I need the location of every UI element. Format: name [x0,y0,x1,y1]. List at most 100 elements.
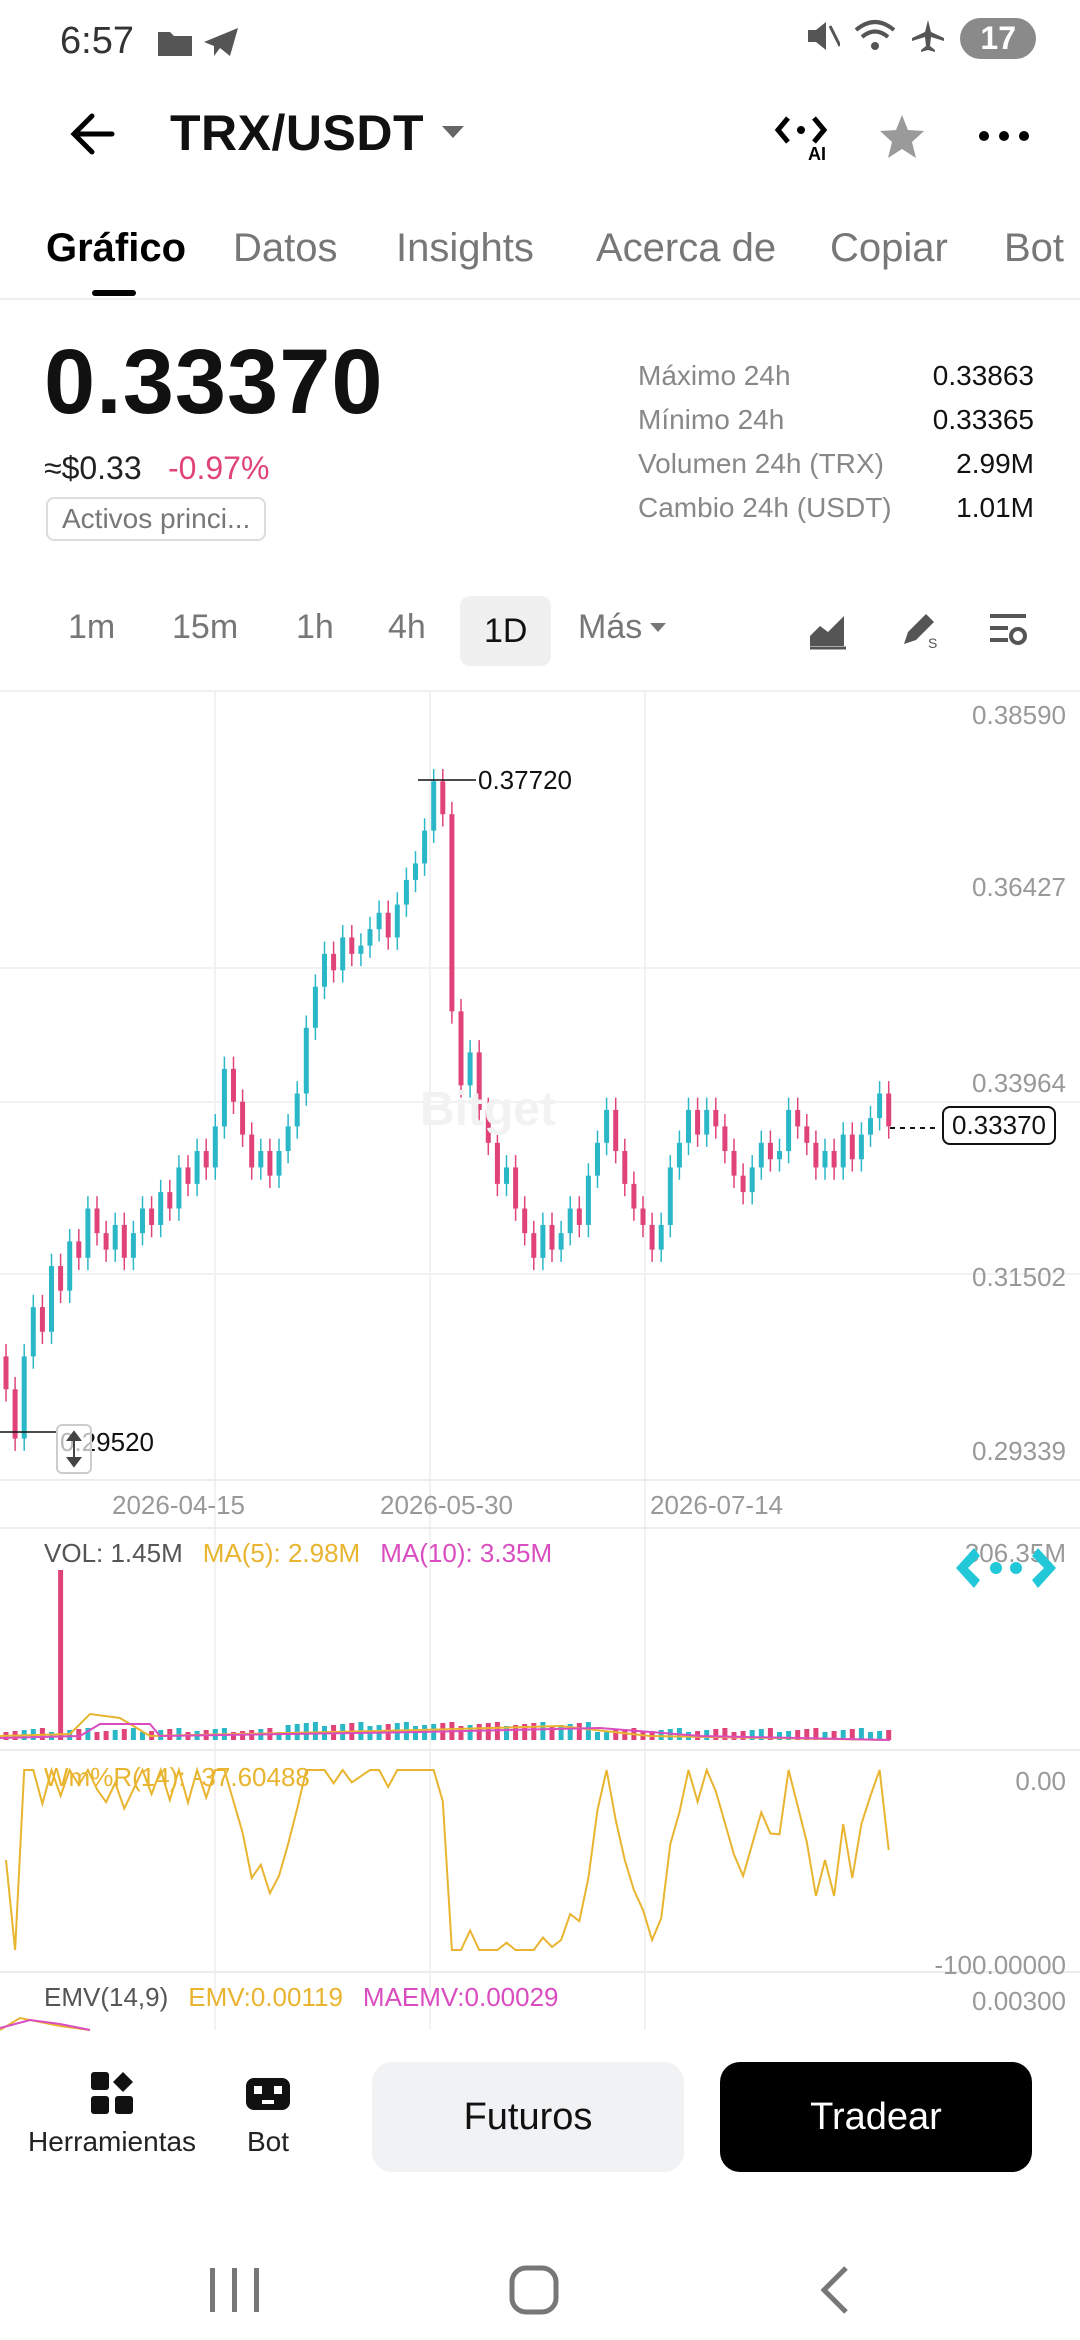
volume-bar [176,1728,182,1740]
candle [194,1151,200,1184]
futures-button[interactable]: Futuros [372,2062,684,2172]
candle [494,1142,500,1184]
more-button[interactable] [974,110,1034,162]
mute-icon [804,18,842,59]
interval-4h[interactable]: 4h [388,608,426,646]
chart-type-button[interactable] [808,610,848,655]
candle [267,1151,273,1176]
candle [522,1208,528,1234]
volume-label: VOL: 1.45M [44,1538,183,1568]
pair-selector[interactable]: TRX/USDT [170,104,464,162]
wmr-top-label: 0.00 [1015,1766,1066,1796]
favorite-button[interactable] [872,110,932,162]
chart-expand-button[interactable] [950,1540,1062,1601]
interval-1m[interactable]: 1m [68,608,116,646]
volume-bar [103,1731,109,1740]
volume-bar [704,1730,710,1740]
candle [422,830,428,864]
volume-bar [858,1728,864,1740]
ma10-label: MA(10): 3.35M [380,1538,553,1568]
pair-title: TRX/USDT [170,105,424,161]
volume-bar [276,1732,282,1740]
candle [12,1389,18,1439]
y-tick-label: 0.36427 [972,872,1066,902]
resize-handle[interactable] [56,1424,92,1474]
volume-bar [740,1731,746,1740]
chart-area[interactable]: 0.38590 0.36427 0.33964 0.31502 0.29339 … [0,690,1080,2040]
tab-copiar[interactable]: Copiar [830,226,948,270]
interval-15m[interactable]: 15m [172,608,239,646]
stat-row: Mínimo 24h 0.33365 [638,398,1034,442]
settings-sliders-icon [990,614,1027,645]
volume-bar [831,1731,837,1740]
telegram-icon [202,26,240,63]
volume-bar [303,1723,309,1740]
candle [795,1109,801,1127]
candle [595,1142,600,1176]
volume-bar [130,1728,136,1740]
tab-insights[interactable]: Insights [396,226,534,270]
back-button[interactable] [64,104,124,164]
candle [231,1068,236,1102]
chart-settings-button[interactable] [988,610,1028,655]
home-icon[interactable] [509,2265,559,2315]
tab-grafico[interactable]: Gráfico [46,226,187,270]
candle [531,1233,537,1258]
back-nav-icon[interactable] [820,2266,848,2314]
pencil-icon: S [904,614,937,651]
volume-bar [76,1729,82,1740]
candle [367,929,373,946]
volume-bar [531,1723,537,1740]
candle [331,953,337,971]
candle [567,1208,573,1234]
candle [667,1167,673,1225]
candle [731,1151,737,1176]
interval-bar: 1m 15m 1h 4h 1D Más S [0,596,1080,666]
candle [740,1175,746,1193]
candle [176,1167,182,1209]
volume-bar [312,1722,318,1740]
volume-bar [595,1732,600,1740]
wifi-icon [854,18,896,59]
candle [85,1208,91,1258]
bot-button[interactable]: Bot [244,2070,292,2158]
candle [440,781,446,815]
wmr-line [5,1766,890,1951]
ma10-line [0,1723,891,1741]
draw-tools-button[interactable]: S [898,608,940,655]
tab-bot[interactable]: Bot [1004,226,1065,270]
active-tab-indicator [92,290,136,296]
candle [376,912,382,930]
volume-bar [622,1729,628,1740]
recent-apps-icon[interactable] [210,2268,259,2312]
volume-bar [167,1729,173,1740]
volume-bar [576,1723,582,1740]
volume-bar [868,1732,873,1740]
stat-value: 2.99M [956,448,1034,479]
interval-1d[interactable]: 1D [460,596,552,666]
interval-more[interactable]: Más [578,608,667,647]
tab-acerca-de[interactable]: Acerca de [596,226,777,270]
candle [558,1233,564,1250]
maemv-value: MAEMV:0.00029 [362,1982,559,2012]
maemv-line [0,2018,91,2031]
volume-bar [567,1724,573,1740]
trade-button[interactable]: Tradear [720,2062,1032,2172]
candle [831,1151,837,1168]
candle [49,1266,54,1332]
main-assets-chip[interactable]: Activos princi... [46,497,267,541]
candle [67,1241,73,1291]
status-time: 6:57 [60,20,134,62]
candle [722,1126,728,1152]
candle [340,937,346,971]
volume-bar [558,1725,564,1740]
candle [303,1027,309,1094]
volume-bar [658,1730,664,1740]
ai-button[interactable]: AI [774,110,834,162]
interval-1h[interactable]: 1h [296,608,334,646]
stat-row: Máximo 24h 0.33863 [638,354,1034,398]
ma5-label: MA(5): 2.98M [202,1538,361,1568]
volume-bar [886,1730,892,1740]
tools-button[interactable]: Herramientas [28,2070,196,2158]
tab-datos[interactable]: Datos [233,226,338,270]
